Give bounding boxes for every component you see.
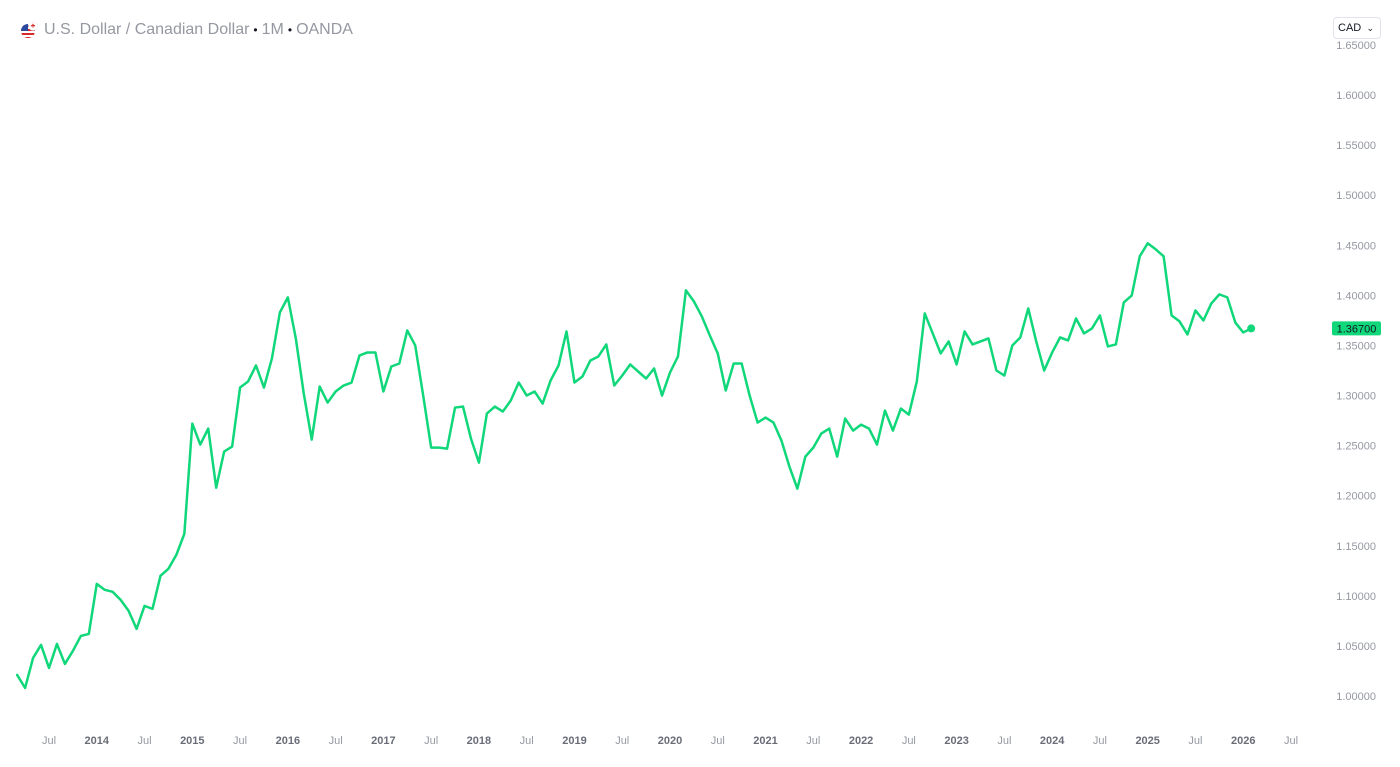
y-tick-label: 1.45000 bbox=[1336, 240, 1376, 252]
symbol-title[interactable]: U.S. Dollar / Canadian Dollar • 1M • OANDA bbox=[44, 21, 353, 38]
x-tick-label: Jul bbox=[424, 735, 438, 747]
x-tick-label: Jul bbox=[615, 735, 629, 747]
currency-value: CAD bbox=[1338, 22, 1362, 34]
x-tick-label: Jul bbox=[138, 735, 152, 747]
y-axis: 1.00000 1.05000 1.10000 1.15000 1.20000 1.250… bbox=[1336, 40, 1376, 703]
x-tick-label: Jul bbox=[997, 735, 1011, 747]
y-tick-label: 1.10000 bbox=[1336, 591, 1376, 603]
x-tick-label: 2026 bbox=[1231, 735, 1255, 747]
y-tick-label: 1.50000 bbox=[1336, 190, 1376, 202]
y-tick-label: 1.65000 bbox=[1336, 40, 1376, 52]
y-tick-label: 1.30000 bbox=[1336, 391, 1376, 403]
series-line bbox=[15, 242, 1253, 690]
y-tick-label: 1.60000 bbox=[1336, 90, 1376, 102]
x-tick-label: 2023 bbox=[944, 735, 968, 747]
x-tick-label: Jul bbox=[520, 735, 534, 747]
y-tick-label: 1.00000 bbox=[1336, 691, 1376, 703]
x-tick-label: Jul bbox=[806, 735, 820, 747]
x-tick-label: Jul bbox=[1188, 735, 1202, 747]
x-tick-label: 2018 bbox=[467, 735, 491, 747]
interval-label: 1M bbox=[261, 21, 284, 38]
x-tick-label: 2020 bbox=[658, 735, 682, 747]
x-axis: Jul 2014 Jul 2015 Jul 2016 Jul 2017 Jul 2018 Jul 20… bbox=[42, 735, 1298, 747]
x-tick-label: 2016 bbox=[276, 735, 300, 747]
x-tick-label: Jul bbox=[1284, 735, 1298, 747]
last-price-badge: 1.36700 bbox=[1332, 321, 1381, 336]
x-tick-label: 2015 bbox=[180, 735, 204, 747]
y-tick-label: 1.15000 bbox=[1336, 541, 1376, 553]
x-tick-label: Jul bbox=[329, 735, 343, 747]
x-tick-label: Jul bbox=[1093, 735, 1107, 747]
y-tick-label: 1.40000 bbox=[1336, 290, 1376, 302]
x-tick-label: 2014 bbox=[85, 735, 110, 747]
last-point-marker bbox=[1247, 324, 1256, 333]
y-tick-label: 1.05000 bbox=[1336, 641, 1376, 653]
x-tick-label: Jul bbox=[233, 735, 247, 747]
x-tick-label: 2021 bbox=[753, 735, 777, 747]
y-tick-label: 1.20000 bbox=[1336, 491, 1376, 503]
x-tick-label: 2019 bbox=[562, 735, 586, 747]
y-tick-label: 1.25000 bbox=[1336, 441, 1376, 453]
y-tick-label: 1.35000 bbox=[1336, 340, 1376, 352]
x-tick-label: Jul bbox=[42, 735, 56, 747]
x-tick-label: Jul bbox=[902, 735, 916, 747]
x-tick-label: Jul bbox=[711, 735, 725, 747]
x-tick-label: 2025 bbox=[1135, 735, 1159, 747]
source-label: OANDA bbox=[296, 21, 353, 38]
last-price-label: 1.36700 bbox=[1337, 323, 1377, 335]
usd-cad-flag-icon bbox=[20, 21, 38, 39]
chevron-down-icon: ⌄ bbox=[1366, 22, 1374, 33]
x-tick-label: 2022 bbox=[849, 735, 873, 747]
pair-name: U.S. Dollar / Canadian Dollar bbox=[44, 21, 250, 38]
x-tick-label: 2024 bbox=[1040, 735, 1065, 747]
y-tick-label: 1.55000 bbox=[1336, 140, 1376, 152]
symbol-header: U.S. Dollar / Canadian Dollar • 1M • OANDA bbox=[20, 19, 353, 41]
currency-select[interactable]: CAD ⌄ bbox=[1333, 17, 1381, 39]
x-tick-label: 2017 bbox=[371, 735, 395, 747]
